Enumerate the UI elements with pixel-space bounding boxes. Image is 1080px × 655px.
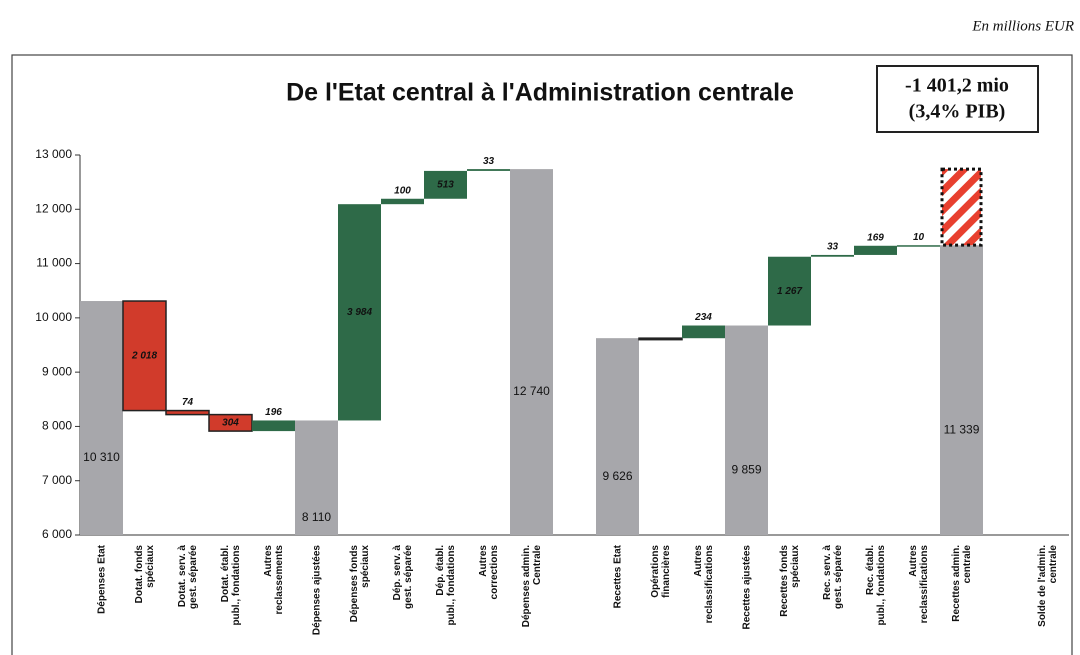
bar [596,338,639,535]
value-label: 169 [867,232,884,243]
annotation-line: (3,4% PIB) [909,101,1006,123]
bar [725,325,768,535]
bar [295,420,338,535]
x-tick-label: Recettes Etat [612,544,623,608]
deficit-bar [940,167,983,247]
bar [424,170,467,199]
y-tick-label: 13 000 [35,147,72,161]
value-label: 10 310 [83,450,120,464]
y-tick-label: 10 000 [35,310,72,324]
x-tick-label: Solde de l'admin.centrale [1037,545,1059,627]
value-label: 9 626 [602,469,632,483]
bar [252,420,295,432]
x-tick-label: Dépenses admin.Centrale [521,545,543,628]
x-tick-label: Autrescorrections [478,545,500,600]
value-label: 33 [483,156,495,167]
bar [338,204,381,421]
annotation-box [876,65,1039,133]
bar [381,198,424,205]
y-tick-label: 6 000 [42,527,72,541]
x-tick-label: Rec. serv. àgest. séparée [822,545,844,609]
bar [940,245,983,535]
value-label: 8 110 [302,510,331,524]
x-tick-label: Dotat. fondsspéciaux [134,545,156,604]
value-label: 12 740 [513,384,550,398]
value-label: 11 339 [944,422,980,436]
bar [768,256,811,326]
x-tick-label: Autresreclassements [263,545,285,615]
x-tick-label: Rec. établ.publ., fondations [865,545,887,626]
value-label: 304 [222,417,239,428]
x-tick-label: Dotat. établ.publ., fondations [220,545,242,626]
x-tick-label: Dotat. serv. àgest. séparée [177,545,199,609]
value-label: 2 018 [131,350,157,361]
y-tick-label: 8 000 [42,419,72,433]
bar [165,409,210,416]
value-label: 33 [827,242,839,253]
x-tick-label: Dépenses fondsspéciaux [349,545,371,623]
x-tick-label: Dép. serv. àgest. séparée [392,545,414,609]
chart-frame [11,54,1073,655]
unit-note: En millions EUR [971,18,1074,34]
bar [811,254,854,257]
bar [467,169,510,171]
value-label: 196 [265,407,282,418]
x-tick-label: Recettes fondsspéciaux [779,545,801,617]
x-tick-label: Dépenses ajustées [311,545,322,635]
x-tick-label: Recettes admin.centrale [951,545,973,622]
value-label: 234 [694,312,712,323]
y-tick-label: 7 000 [42,473,72,487]
y-tick-label: 11 000 [36,256,72,270]
value-label: 10 [913,232,925,243]
bar [510,169,553,535]
bar [854,245,897,255]
x-tick-label: Opérationsfinancières [650,545,672,598]
y-tick-label: 9 000 [42,364,72,378]
x-tick-label: Autresreclassifications [908,545,930,624]
value-label: 3 984 [347,307,372,318]
bar [80,301,123,535]
bar [638,337,683,341]
value-label: 100 [394,185,411,196]
chart-title: De l'Etat central à l'Administration cen… [286,79,794,107]
x-tick-label: Dép. établ.publ., fondations [435,545,457,626]
bar [897,245,940,247]
x-tick-label: Autresreclassifications [693,545,715,624]
value-label: 1 267 [777,286,802,297]
bar [682,325,725,339]
bar [122,300,167,412]
y-tick-label: 12 000 [35,201,72,215]
value-label: 9 859 [731,462,761,476]
value-label: 74 [182,397,194,408]
value-label: 513 [437,179,454,190]
x-tick-label: Dépenses Etat [96,544,107,614]
annotation-line: -1 401,2 mio [905,75,1009,97]
x-tick-label: Recettes ajustées [741,545,752,630]
